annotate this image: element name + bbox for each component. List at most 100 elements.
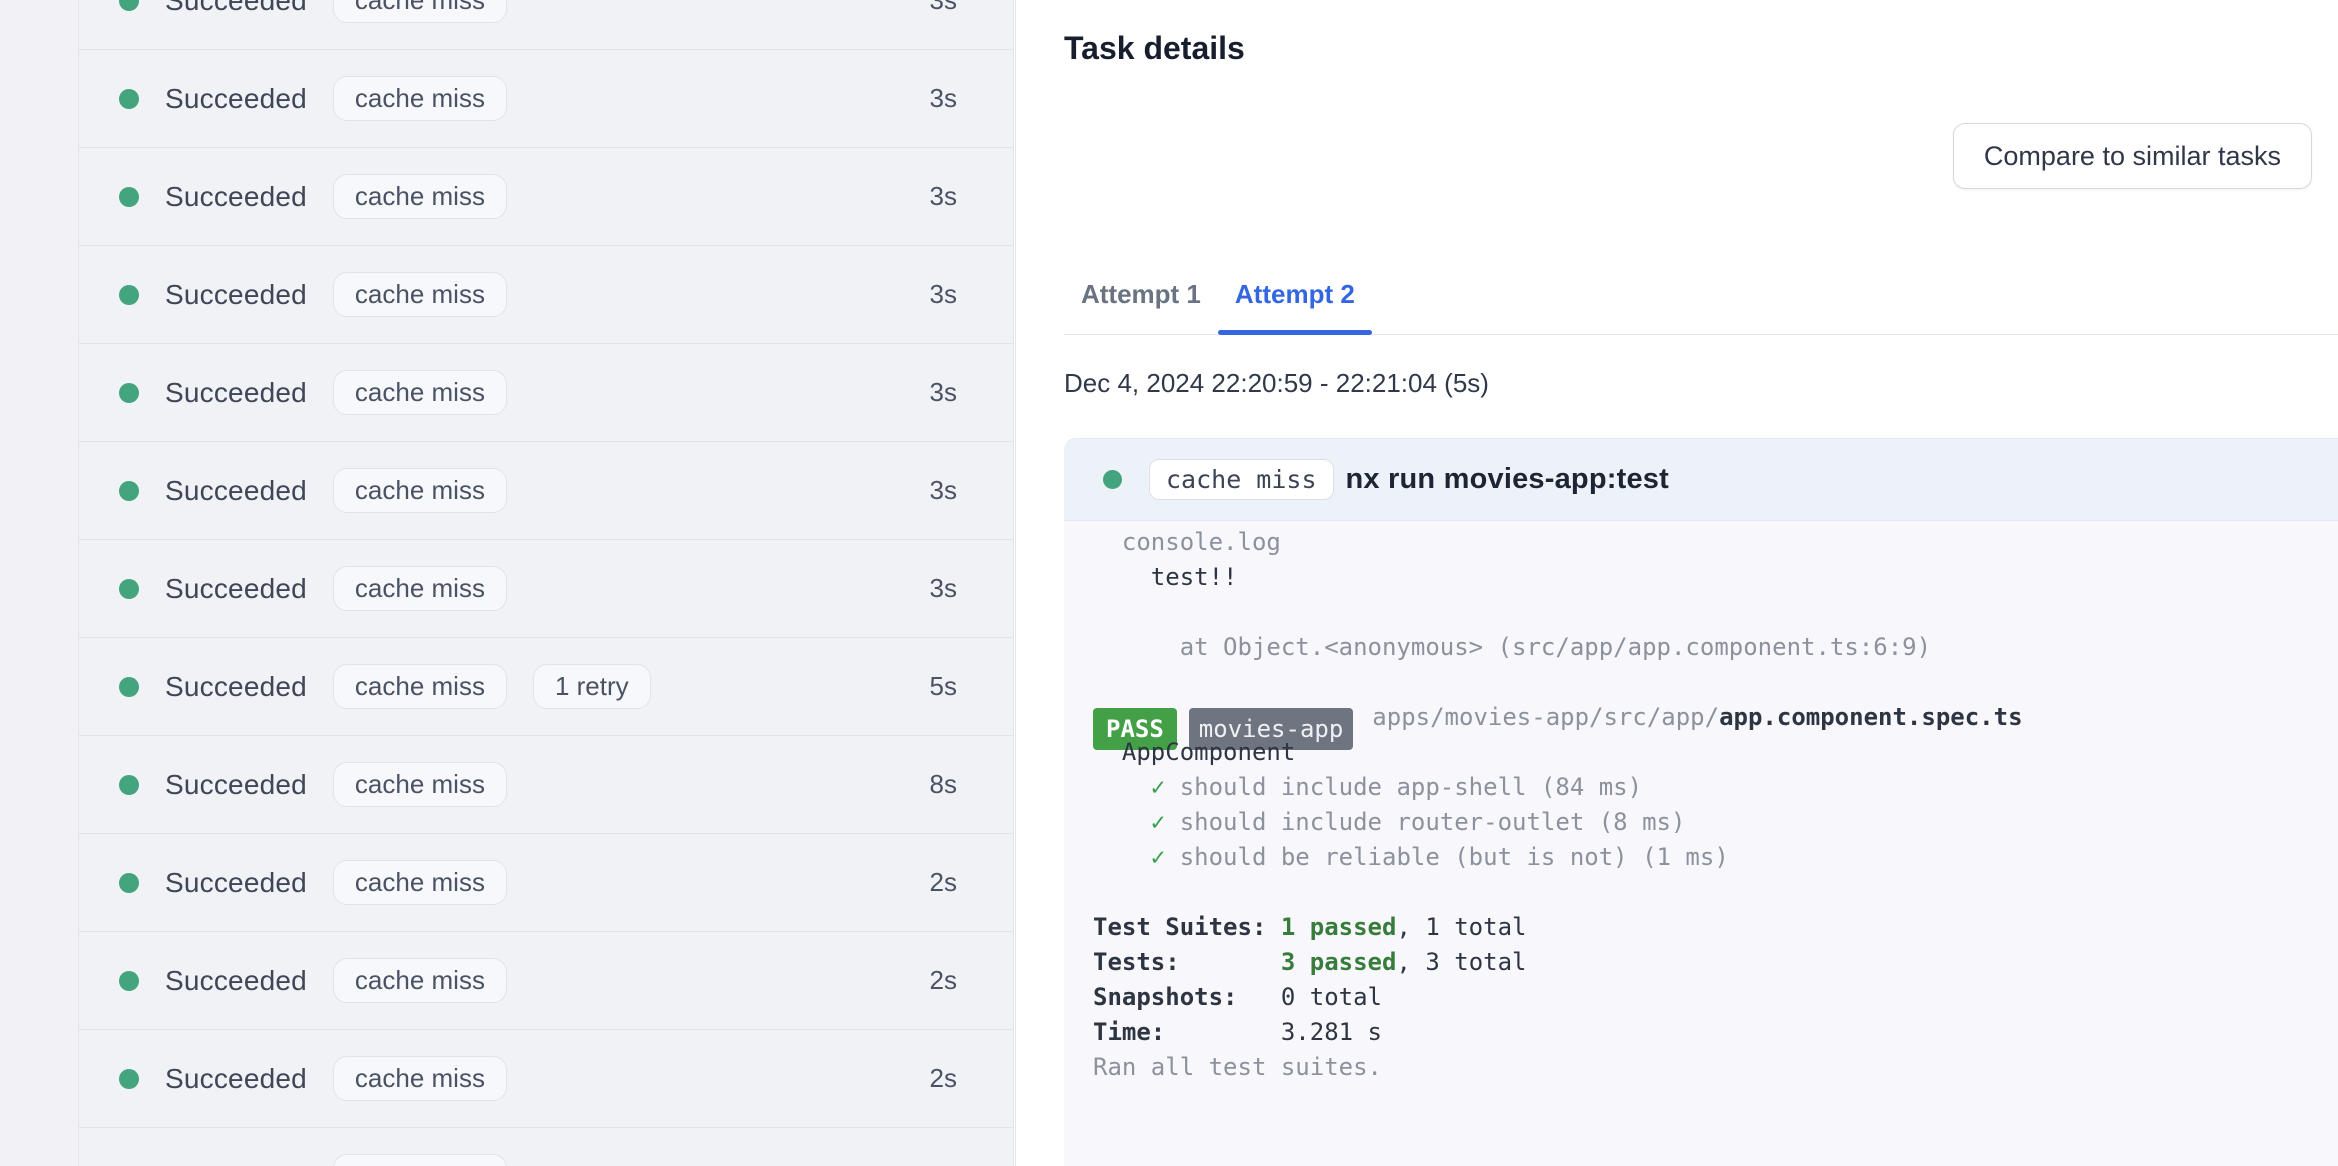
task-row[interactable]: Succeeded cache miss 2s (79, 932, 1013, 1030)
task-row[interactable]: Succeeded cache miss 3s (79, 148, 1013, 246)
log-line: Time: 3.281 s (1093, 1015, 2338, 1050)
task-duration: 8s (929, 769, 957, 799)
cache-status-badge: cache miss (332, 664, 507, 709)
compare-to-similar-tasks-button[interactable]: Compare to similar tasks (1952, 123, 2312, 189)
status-dot-icon (119, 676, 139, 697)
task-duration: 3s (929, 475, 957, 505)
log-text: app.component.spec.ts (1719, 703, 2023, 731)
task-row[interactable]: Succeeded cache miss 3s (79, 0, 1013, 50)
log-line: Tests: 3 passed, 3 total (1093, 945, 2338, 980)
status-dot-icon (119, 88, 139, 109)
log-line: ✓ should be reliable (but is not) (1 ms) (1093, 840, 2338, 875)
task-row[interactable]: Succeeded cache miss 8s (79, 736, 1013, 834)
task-duration: 2s (929, 1063, 957, 1093)
task-duration: 3s (929, 0, 957, 15)
page-title: Task details (1064, 30, 1245, 66)
log-text: console.log (1093, 528, 1281, 556)
task-duration: 3s (929, 279, 957, 309)
log-line: test!! (1093, 560, 2338, 595)
cache-status-badge: cache miss (332, 1056, 507, 1101)
status-dot-icon (119, 872, 139, 893)
tab-attempt-2[interactable]: Attempt 2 (1217, 254, 1372, 335)
log-line: Ran all test suites. (1093, 1050, 2338, 1085)
cache-status-badge: cache miss (332, 468, 507, 513)
log-text: Snapshots: (1093, 983, 1238, 1011)
status-dot-icon (119, 0, 139, 11)
log-text: should include app-shell (84 ms) (1165, 773, 1643, 801)
attempt-date-range: Dec 4, 2024 22:20:59 - 22:21:04 (5s) (1064, 368, 1489, 398)
log-text (1238, 983, 1281, 1011)
status-dot-icon (119, 1068, 139, 1089)
cache-status-badge: cache miss (332, 76, 507, 121)
log-text: ✓ (1150, 843, 1166, 871)
log-text: test!! (1093, 563, 1238, 591)
task-status: Succeeded (165, 964, 307, 996)
status-dot-icon (119, 186, 139, 207)
status-dot-icon (119, 774, 139, 795)
task-row[interactable]: Succeeded cache miss 3s (79, 50, 1013, 148)
task-status: Succeeded (165, 670, 307, 702)
log-text: Time: (1093, 1018, 1166, 1046)
log-text: , 3 total (1396, 948, 1527, 976)
cache-status-badge: cache miss (332, 1154, 507, 1166)
cache-status-badge: cache miss (1149, 459, 1334, 500)
pass-badge: PASS (1093, 708, 1177, 750)
log-text: at Object.<anonymous> (src/app/app.compo… (1093, 633, 1932, 661)
log-text: 0 total (1280, 983, 1383, 1011)
task-row[interactable]: Succeeded cache miss 3s (79, 540, 1013, 638)
task-status: Succeeded (165, 768, 307, 800)
task-status: Succeeded (165, 572, 307, 604)
status-dot-icon (119, 578, 139, 599)
task-row[interactable]: Succeeded cache miss 3s (79, 442, 1013, 540)
task-status: Succeeded (165, 180, 307, 212)
task-status: Succeeded (165, 866, 307, 898)
task-status: Succeeded (165, 0, 307, 16)
task-row[interactable]: Succeeded cache miss 2s (79, 834, 1013, 932)
cache-status-badge: cache miss (332, 0, 507, 23)
log-text: Tests: (1093, 948, 1180, 976)
log-text: should include router-outlet (8 ms) (1165, 808, 1686, 836)
task-status: Succeeded (165, 1161, 307, 1166)
task-row[interactable]: Succeeded cache miss (79, 1128, 1013, 1166)
task-duration: 5s (929, 671, 957, 701)
task-duration: 2s (929, 965, 957, 995)
log-line: Test Suites: 1 passed, 1 total (1093, 910, 2338, 945)
task-row[interactable]: Succeeded cache miss 3s (79, 246, 1013, 344)
status-dot-icon (119, 480, 139, 501)
log-text (1093, 773, 1151, 801)
log-text: apps/movies-app/src/app/ (1372, 703, 1720, 731)
task-status: Succeeded (165, 82, 307, 114)
log-text (1093, 843, 1151, 871)
cache-status-badge: cache miss (332, 174, 507, 219)
task-duration: 2s (929, 867, 957, 897)
task-row[interactable]: Succeeded cache miss 1 retry 5s (79, 638, 1013, 736)
task-status: Succeeded (165, 278, 307, 310)
log-text: Test Suites: (1093, 913, 1281, 941)
cache-status-badge: cache miss (332, 958, 507, 1003)
tab-attempt-1[interactable]: Attempt 1 (1081, 278, 1201, 309)
log-text (1093, 808, 1151, 836)
log-line: Snapshots: 0 total (1093, 980, 2338, 1015)
log-text: ✓ (1150, 773, 1166, 801)
log-line: PASS movies-app apps/movies-app/src/app/ap… (1093, 700, 2338, 750)
status-dot-icon (119, 970, 139, 991)
log-text: should be reliable (but is not) (1 ms) (1165, 843, 1729, 871)
log-line: console.log (1093, 525, 2338, 560)
log-text (1165, 1018, 1281, 1046)
task-duration: 3s (929, 181, 957, 211)
task-row[interactable]: Succeeded cache miss 2s (79, 1030, 1013, 1128)
task-status: Succeeded (165, 474, 307, 506)
attempt-tabs: Attempt 1 Attempt 2 (1064, 254, 2338, 335)
status-dot-icon (119, 284, 139, 305)
left-gutter (0, 0, 79, 1166)
cache-status-badge: cache miss (332, 566, 507, 611)
task-output-header[interactable]: cache miss nx run movies-app:test (1064, 438, 2338, 521)
retry-count-badge: 1 retry (532, 664, 651, 709)
task-status: Succeeded (165, 376, 307, 408)
task-duration: 3s (929, 377, 957, 407)
log-text: 3.281 s (1280, 1018, 1382, 1046)
task-row[interactable]: Succeeded cache miss 3s (79, 344, 1013, 442)
task-duration: 3s (929, 573, 957, 603)
task-command: nx run movies-app:test (1345, 463, 1669, 495)
